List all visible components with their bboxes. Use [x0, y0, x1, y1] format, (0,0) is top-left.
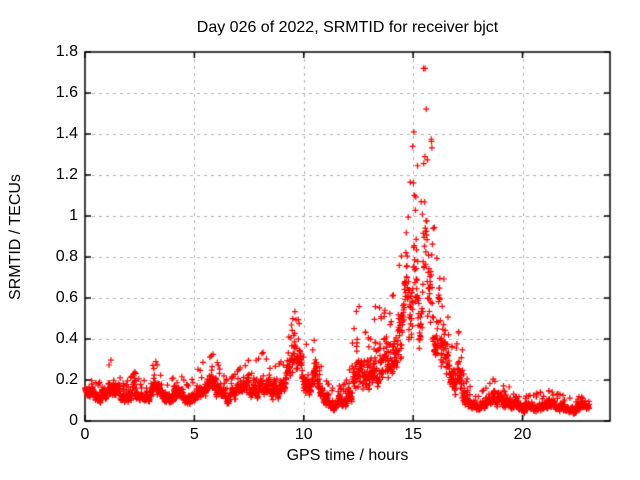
y-tick-label: 0.4 [55, 330, 78, 347]
y-tick-label: 1.4 [55, 125, 78, 142]
chart-title: Day 026 of 2022, SRMTID for receiver bjc… [196, 19, 499, 36]
y-tick-label: 1 [69, 207, 78, 224]
x-tick-label: 5 [189, 426, 199, 443]
x-tick-label: 20 [513, 426, 532, 443]
y-axis-label: SRMTID / TECUs [7, 174, 24, 300]
y-tick-label: 0.8 [55, 248, 78, 265]
y-tick-label: 1.8 [55, 43, 78, 60]
y-tick-label: 0 [69, 412, 78, 429]
x-tick-label: 15 [404, 426, 423, 443]
y-tick-label: 1.2 [55, 166, 78, 183]
x-tick-label: 0 [80, 426, 90, 443]
y-tick-label: 0.6 [55, 289, 78, 306]
y-tick-label: 1.6 [55, 84, 78, 101]
x-tick-label: 10 [294, 426, 313, 443]
x-axis-label: GPS time / hours [286, 447, 409, 464]
y-tick-label: 0.2 [55, 371, 78, 388]
